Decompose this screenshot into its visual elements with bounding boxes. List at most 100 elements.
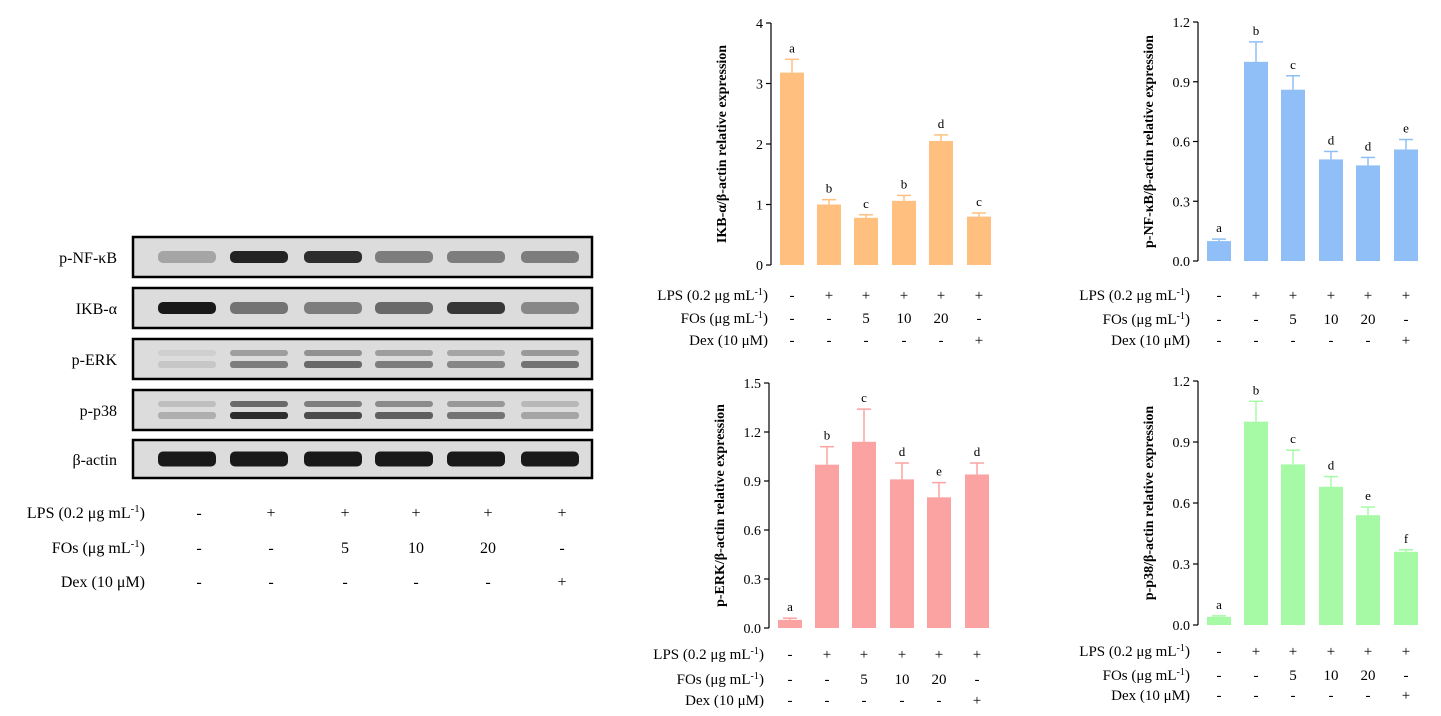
- treatment-label: Dex (10 μM): [61, 574, 145, 591]
- treatment-value: +: [411, 505, 420, 522]
- blot-band: [304, 251, 362, 263]
- blot-band-label: p-ERK: [72, 352, 118, 369]
- blot-band: [375, 350, 433, 356]
- treatment-value: -: [1254, 333, 1259, 349]
- bar: [892, 200, 916, 265]
- significance-letter: b: [824, 428, 831, 443]
- y-tick-label: 1.5: [744, 377, 762, 392]
- treatment-value: 20: [932, 672, 947, 688]
- blot-band-label: p-p38: [80, 403, 117, 420]
- y-tick-label: 1.2: [1173, 375, 1191, 390]
- significance-letter: d: [899, 444, 906, 459]
- blot-band: [375, 412, 433, 419]
- treatment-value: +: [1252, 288, 1260, 304]
- p-erk-bar-chart: 0.0 0.3 0.6 0.9 1.2 1.5 p-ERK/β-actin relative…: [653, 377, 989, 709]
- treatment-value: +: [1364, 288, 1372, 304]
- treatment-value: +: [1402, 688, 1410, 704]
- blot-band: [230, 451, 288, 467]
- bar: [929, 140, 953, 265]
- treatment-value: -: [268, 574, 273, 591]
- blot-band: [304, 412, 362, 419]
- treatment-value: +: [1402, 333, 1410, 349]
- y-tick-label: 0.3: [1173, 195, 1191, 210]
- blot-band: [375, 451, 433, 467]
- treatment-value: -: [1329, 333, 1334, 349]
- treatment-value: -: [196, 540, 201, 557]
- blot-band: [158, 361, 216, 368]
- treatment-value: +: [1327, 644, 1335, 660]
- blot-band: [230, 251, 288, 263]
- treatment-value: -: [790, 288, 795, 304]
- y-tick-label: 1: [756, 199, 763, 214]
- treatment-value: -: [1217, 688, 1222, 704]
- treatment-value: 10: [408, 540, 424, 557]
- bar: [780, 72, 804, 265]
- blot-band: [447, 302, 505, 314]
- treatment-value: -: [1366, 688, 1371, 704]
- treatment-label: Dex (10 μM): [689, 333, 768, 349]
- blot-band: [230, 401, 288, 407]
- bar: [1319, 486, 1343, 625]
- treatment-value: 10: [897, 311, 912, 327]
- y-tick-label: 1.2: [1173, 16, 1191, 31]
- blot-band: [230, 361, 288, 368]
- blot-row: p-NF-κB: [59, 235, 594, 279]
- treatment-value: -: [1254, 668, 1259, 684]
- blot-band: [304, 451, 362, 467]
- blot-band: [158, 451, 216, 467]
- treatment-value: -: [1291, 688, 1296, 704]
- y-tick-label: 0.9: [744, 475, 762, 490]
- y-axis-label: p-NF-κB/β-actin relative expression: [1142, 35, 1157, 248]
- treatment-value: -: [788, 647, 793, 663]
- treatment-value: +: [935, 647, 943, 663]
- blot-band: [521, 451, 579, 467]
- bar: [778, 619, 802, 628]
- treatment-value: +: [973, 647, 981, 663]
- treatment-value: 10: [1324, 668, 1339, 684]
- blot-band: [375, 361, 433, 368]
- treatment-value: -: [975, 672, 980, 688]
- blot-band: [304, 302, 362, 314]
- treatment-value: 5: [860, 672, 868, 688]
- treatment-value: 5: [862, 311, 870, 327]
- significance-letter: c: [863, 196, 869, 211]
- y-tick-label: 0.0: [744, 622, 762, 637]
- blot-band: [447, 412, 505, 419]
- treatment-label: FOs (μg mL-1): [52, 538, 145, 557]
- treatment-value: -: [790, 333, 795, 349]
- treatment-value: 10: [895, 672, 910, 688]
- treatment-value: -: [825, 693, 830, 709]
- y-tick-label: 0.9: [1173, 76, 1191, 91]
- bar: [1281, 89, 1305, 261]
- treatment-value: +: [898, 647, 906, 663]
- p-p38-bar-chart: 0.0 0.3 0.6 0.9 1.2 p-p38/β-actin relative ex…: [1079, 375, 1418, 704]
- bar: [967, 216, 991, 265]
- blot-band: [521, 251, 579, 263]
- significance-letter: d: [1328, 132, 1335, 147]
- treatment-value: -: [485, 574, 490, 591]
- bar: [1207, 616, 1231, 625]
- treatment-value: +: [266, 505, 275, 522]
- significance-letter: e: [936, 464, 942, 479]
- y-tick-label: 0.6: [744, 524, 762, 539]
- treatment-label: FOs (μg mL-1): [1103, 667, 1190, 685]
- bar: [854, 217, 878, 265]
- significance-letter: c: [861, 390, 867, 405]
- significance-letter: c: [1290, 431, 1296, 446]
- significance-letter: c: [1290, 57, 1296, 72]
- treatment-value: +: [825, 288, 833, 304]
- treatment-label: LPS (0.2 μg mL-1): [1079, 287, 1190, 305]
- bar: [965, 474, 989, 628]
- significance-letter: a: [1216, 597, 1222, 612]
- significance-letter: c: [976, 194, 982, 209]
- blot-frame: [131, 388, 594, 432]
- bar: [1356, 165, 1380, 261]
- y-tick-label: 0.6: [1173, 136, 1191, 151]
- treatment-value: 5: [1289, 312, 1297, 328]
- blot-band: [304, 361, 362, 368]
- bar: [1244, 421, 1268, 625]
- treatment-value: -: [1217, 312, 1222, 328]
- treatment-value: -: [559, 540, 564, 557]
- treatment-value: -: [862, 693, 867, 709]
- blot-band: [447, 350, 505, 356]
